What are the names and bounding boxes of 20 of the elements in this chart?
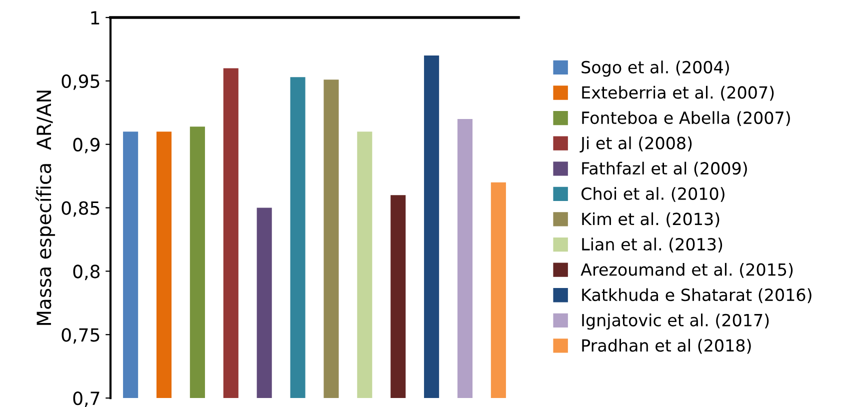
legend-label: Ignjatovic et al. (2017): [582, 314, 769, 330]
legend-label: Kim et al. (2013): [582, 212, 720, 228]
legend-label: Arezoumand et al. (2015): [580, 262, 793, 278]
legend-label: Ji et al (2008): [580, 136, 692, 152]
legend-label: Fonteboa e Abella (2007): [582, 111, 790, 126]
y-tick-label: 0,85: [62, 201, 100, 217]
legend-label: Pradhan et al (2018): [582, 338, 751, 354]
legend-label: Lian et al. (2013): [582, 238, 722, 253]
y-tick-label: 0,8: [73, 264, 100, 280]
y-tick-label: 0,7: [73, 392, 100, 407]
y-axis-title: Massa específica AR/AN: [35, 90, 56, 325]
y-tick-label: 0,9: [73, 138, 100, 154]
y-tick-label: 0,75: [62, 328, 100, 344]
legend-label: Exteberria et al. (2007): [582, 86, 774, 101]
legend-label: Sogo et al. (2004): [582, 60, 729, 77]
legend-label: Choi et al. (2010): [582, 187, 724, 202]
y-tick-label: 1: [91, 11, 100, 24]
y-tick-label: 0,95: [62, 74, 100, 90]
legend-label: Katkhuda e Shatarat (2016): [582, 288, 812, 304]
legend-label: Fathfazl et al (2009): [582, 162, 747, 177]
